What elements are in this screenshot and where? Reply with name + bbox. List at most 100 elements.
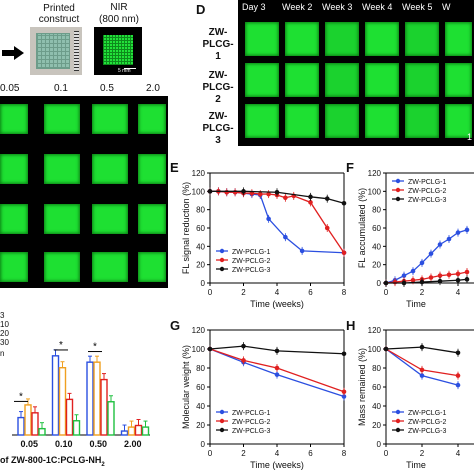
y-tick-label: 100 <box>368 345 382 354</box>
series-line <box>209 348 345 393</box>
data-point <box>341 200 347 206</box>
x-tick-label: 8 <box>342 449 347 458</box>
data-point <box>274 348 280 354</box>
column-label: Week 4 <box>362 2 393 12</box>
legend-label: ZW-PCLG-1 <box>408 179 446 186</box>
series-line <box>210 190 345 254</box>
bar <box>72 420 81 436</box>
column-label: Week 5 <box>402 2 433 12</box>
data-point <box>207 189 213 194</box>
data-point <box>207 346 213 352</box>
legend-label: 3 <box>0 311 5 320</box>
degradation-square <box>365 104 399 138</box>
data-point <box>266 216 271 222</box>
printed-construct-photo <box>30 27 82 75</box>
data-point <box>241 343 246 349</box>
legend-label: ZW-PCLG-1 <box>232 249 270 256</box>
degradation-square <box>285 104 319 138</box>
panel-letter-f: F <box>346 160 354 175</box>
legend-marker <box>395 187 401 193</box>
chart-fl-signal-reduction: 0 20 40 60 80 100 120 0 2 4 6 8 Time (weeks) FL signa… <box>181 169 347 309</box>
legend-label: ZW-PCLG-3 <box>408 428 446 435</box>
x-tick-label: 0.50 <box>89 439 107 449</box>
legend-marker <box>395 178 401 184</box>
data-point <box>455 230 461 235</box>
degradation-square <box>445 22 472 56</box>
fluorescent-square <box>0 204 28 234</box>
panel-letter-e: E <box>170 160 179 175</box>
y-tick-label: 20 <box>372 261 381 270</box>
data-point <box>455 271 461 277</box>
printed-construct-label: Printed construct <box>38 3 80 25</box>
data-point <box>283 195 288 201</box>
data-point <box>428 275 434 280</box>
y-tick-label: 80 <box>372 206 381 215</box>
bar <box>93 361 101 436</box>
fluorescent-square <box>138 104 166 134</box>
legend-marker <box>219 409 225 415</box>
column-label: Day 3 <box>242 2 266 12</box>
x-axis-label: Time (weeks) <box>250 299 304 309</box>
arrow-icon <box>2 46 26 65</box>
degradation-square <box>445 104 472 138</box>
bar <box>24 404 32 436</box>
conc-label-4: 2.0 <box>146 83 160 94</box>
bar <box>134 424 143 436</box>
data-point <box>455 277 461 283</box>
data-point <box>410 268 416 274</box>
data-point <box>419 260 425 266</box>
data-point <box>274 365 280 371</box>
y-tick-label: 60 <box>196 383 205 392</box>
data-point <box>419 344 425 350</box>
legend-marker <box>395 196 401 202</box>
fluorescent-square <box>44 154 80 184</box>
fluorescent-square <box>0 252 28 282</box>
bar <box>141 426 150 436</box>
corner-label: 1 <box>466 132 472 142</box>
y-tick-label: 60 <box>196 224 205 233</box>
degradation-square <box>285 22 319 56</box>
bar <box>51 355 60 436</box>
y-tick-label: 60 <box>372 383 381 392</box>
y-tick-label: 120 <box>192 326 206 335</box>
y-tick-label: 80 <box>196 206 205 215</box>
y-tick-label: 120 <box>368 169 382 178</box>
legend-label: ZW-PCLG-2 <box>232 419 270 426</box>
data-point <box>383 280 389 286</box>
y-axis-label: Molecular weight (%) <box>181 345 191 429</box>
y-tick-label: 120 <box>192 169 206 178</box>
y-tick-label: 0 <box>201 440 206 449</box>
data-point <box>274 372 280 377</box>
fluorescent-square <box>0 104 28 134</box>
x-tick-label: 2 <box>241 288 246 297</box>
x-tick-label: 0 <box>208 288 213 297</box>
y-tick-label: 60 <box>372 224 381 233</box>
nir-label: NIR <box>110 2 128 13</box>
y-tick-label: 20 <box>196 261 205 270</box>
column-label: W <box>442 2 451 12</box>
x-tick-label: 4 <box>456 288 461 297</box>
legend-label: 30 <box>0 338 9 347</box>
y-tick-label: 100 <box>368 187 382 196</box>
fluorescent-square <box>138 252 166 282</box>
legend-label: ZW-PCLG-2 <box>232 258 270 265</box>
legend-marker <box>395 427 401 433</box>
y-tick-label: 20 <box>196 421 205 430</box>
data-point <box>437 242 443 247</box>
x-tick-label: 8 <box>342 288 347 297</box>
data-point <box>224 189 230 195</box>
degradation-square <box>245 63 279 97</box>
data-point <box>455 382 461 388</box>
fluorescent-square <box>92 204 128 234</box>
data-point <box>266 191 271 197</box>
significance-star: * <box>93 342 97 353</box>
y-tick-label: 80 <box>372 364 381 373</box>
y-tick-label: 0 <box>377 440 382 449</box>
column-label: Week 3 <box>322 2 353 12</box>
x-tick-label: 2 <box>420 288 425 297</box>
degradation-square <box>325 22 359 56</box>
row-label-plcg-3: ZW- PLCG-3 <box>202 111 234 146</box>
significance-star: * <box>59 340 63 351</box>
legend-marker <box>219 427 225 433</box>
